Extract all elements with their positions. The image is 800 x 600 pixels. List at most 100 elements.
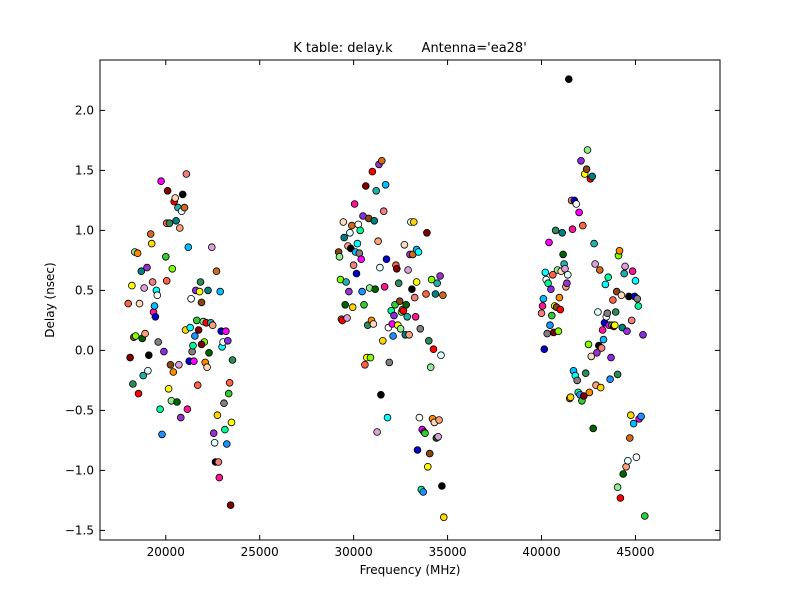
data-point [606,375,614,384]
data-point [221,425,229,434]
data-point [164,384,173,393]
data-point [623,327,631,336]
y-tick-label: 0.0 [75,343,94,357]
data-point [166,360,175,369]
data-point [129,380,137,388]
data-point [620,269,628,278]
data-point [611,308,620,316]
data-point [353,239,362,248]
data-point [335,252,344,261]
data-point [162,276,171,285]
data-point [376,263,384,272]
data-point [544,279,552,288]
data-point [183,405,192,414]
data-point [426,363,435,372]
data-point [551,226,560,235]
data-point [349,261,358,270]
data-point [593,348,601,357]
data-point [566,393,575,402]
data-point [424,336,433,345]
data-point [370,217,379,225]
data-point [360,300,368,309]
data-point [148,278,157,286]
data-point [556,305,565,314]
data-point [578,221,587,230]
data-point [604,273,612,282]
data-point [357,255,366,264]
data-point [157,177,165,186]
y-tick-label: −1.5 [65,523,94,537]
data-point [423,229,431,237]
data-point [539,294,548,303]
data-point [342,278,350,286]
data-point [339,218,348,226]
data-point [543,329,551,338]
data-point [555,293,564,302]
x-tick-label: 35000 [428,545,466,559]
data-point [438,482,446,490]
data-point [228,356,237,364]
data-point [396,324,405,333]
data-point [137,267,146,276]
data-point [625,434,634,442]
data-point [588,172,596,181]
data-point [632,453,641,462]
data-point [223,440,231,448]
data-point [191,332,199,340]
data-point [160,347,168,356]
data-point [383,413,392,422]
data-point [162,252,170,261]
data-point [615,247,624,255]
data-point [345,287,353,296]
data-point [583,146,592,154]
data-point [140,284,149,292]
data-point [559,250,567,259]
data-point [568,225,577,234]
data-point [408,285,416,294]
data-point [399,306,408,315]
data-point [599,335,608,344]
data-point [352,269,361,278]
data-point [172,217,180,225]
data-point [189,341,197,350]
data-point [392,264,401,273]
data-point [584,340,593,349]
data-point [171,194,180,202]
data-point [595,266,604,274]
data-point [208,243,216,252]
data-point [558,229,566,237]
data-point [381,181,390,189]
data-point [184,243,193,252]
x-tick-label: 20000 [147,545,185,559]
data-point [214,458,223,466]
data-point [210,438,219,447]
data-point [585,388,594,397]
data-point [411,312,420,321]
data-point [423,462,432,471]
data-point [224,389,233,398]
data-point [205,348,213,357]
data-point [382,255,391,264]
chart-title: K table: delay.k Antenna='ea28' [293,41,527,56]
x-tick-label: 25000 [241,545,279,559]
data-point [403,312,412,321]
data-point [587,352,596,361]
data-point [537,309,546,318]
data-point [133,249,142,258]
data-point [128,281,136,290]
data-point [226,501,235,510]
data-point [400,241,409,249]
data-point [434,432,443,441]
data-point [548,270,557,279]
data-point [634,302,643,310]
data-point [374,237,382,246]
data-point [627,316,636,325]
data-point [613,370,622,379]
data-point [541,268,550,277]
data-point [178,190,187,199]
x-axis: 20000 25000 30000 35000 40000 45000 [147,60,655,559]
data-point [131,332,140,340]
data-point [193,381,202,390]
data-point [156,405,164,414]
data-point [425,449,434,458]
